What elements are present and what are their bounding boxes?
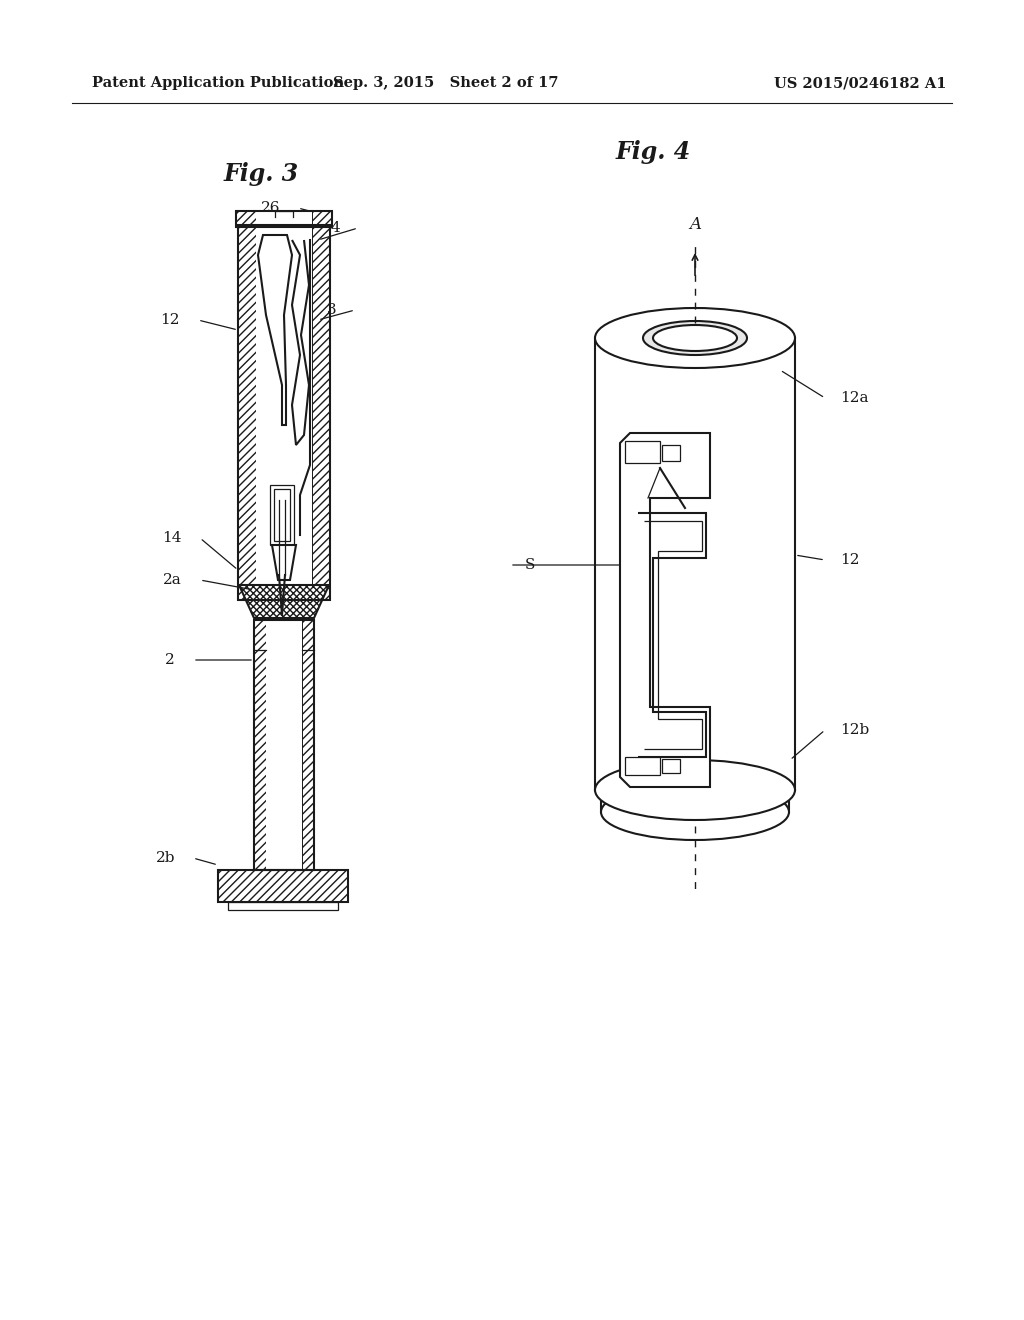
- Text: 14: 14: [163, 531, 182, 545]
- Text: 12a: 12a: [840, 391, 868, 405]
- Ellipse shape: [653, 325, 737, 351]
- Bar: [218, 870, 348, 902]
- Bar: [254, 620, 314, 870]
- Text: 12: 12: [161, 313, 180, 327]
- Bar: [312, 211, 332, 227]
- Bar: [228, 902, 338, 909]
- Bar: [238, 224, 256, 601]
- Text: Sep. 3, 2015   Sheet 2 of 17: Sep. 3, 2015 Sheet 2 of 17: [333, 77, 558, 90]
- Text: 12b: 12b: [840, 723, 869, 737]
- Bar: [254, 620, 266, 870]
- Ellipse shape: [643, 321, 746, 355]
- Ellipse shape: [601, 784, 790, 840]
- Polygon shape: [272, 545, 296, 579]
- Bar: [662, 445, 680, 461]
- Text: 4: 4: [331, 220, 340, 235]
- Text: 2: 2: [165, 653, 175, 667]
- Text: 26: 26: [260, 201, 280, 215]
- Text: S: S: [525, 558, 536, 572]
- Text: 2a: 2a: [163, 573, 182, 587]
- Bar: [274, 488, 290, 541]
- Bar: [236, 211, 256, 227]
- Polygon shape: [239, 585, 329, 618]
- Bar: [236, 211, 332, 227]
- Text: A: A: [689, 216, 701, 234]
- Bar: [312, 224, 330, 601]
- Ellipse shape: [595, 760, 795, 820]
- Bar: [625, 756, 660, 775]
- Text: Patent Application Publication: Patent Application Publication: [92, 77, 344, 90]
- Bar: [238, 224, 330, 601]
- Text: 2b: 2b: [156, 851, 175, 865]
- Bar: [256, 211, 312, 227]
- Bar: [256, 224, 312, 601]
- Ellipse shape: [595, 308, 795, 368]
- Text: 3: 3: [328, 304, 337, 317]
- Polygon shape: [620, 433, 710, 787]
- Bar: [662, 759, 680, 774]
- Bar: [270, 484, 294, 545]
- Bar: [302, 620, 314, 870]
- Polygon shape: [258, 235, 292, 425]
- Text: Fig. 3: Fig. 3: [223, 162, 299, 186]
- Text: 12: 12: [840, 553, 859, 568]
- Bar: [218, 870, 348, 902]
- Bar: [266, 620, 302, 870]
- Bar: [625, 441, 660, 463]
- Text: Fig. 4: Fig. 4: [615, 140, 691, 164]
- Text: US 2015/0246182 A1: US 2015/0246182 A1: [774, 77, 946, 90]
